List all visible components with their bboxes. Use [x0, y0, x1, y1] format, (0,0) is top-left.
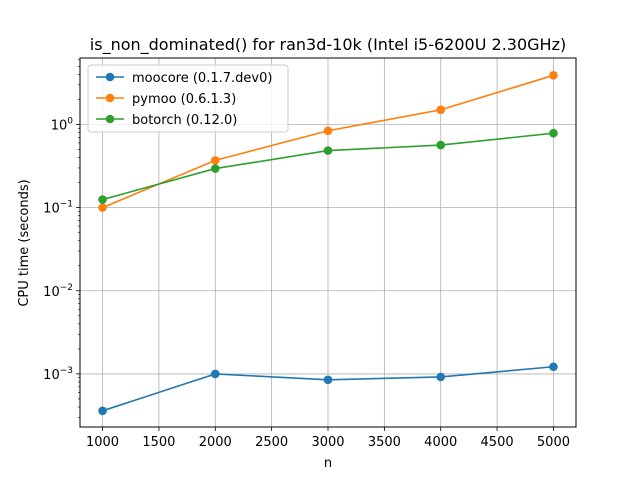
data-point: [323, 375, 333, 385]
y-axis-label: CPU time (seconds): [17, 179, 32, 306]
data-point: [98, 195, 107, 204]
legend: moocore (0.1.7.dev0) pymoo (0.6.1.3) botor…: [87, 64, 289, 133]
data-point: [210, 156, 220, 165]
data-point: [210, 369, 220, 379]
data-point: [549, 128, 558, 138]
legend-label: moocore (0.1.7.dev0): [132, 71, 272, 86]
x-tick-label: 2500: [255, 435, 288, 450]
series-2: [98, 128, 558, 204]
legend-label: pymoo (0.6.1.3): [132, 92, 236, 107]
series-layer: [98, 71, 558, 416]
data-point: [436, 140, 446, 150]
data-point: [436, 105, 446, 115]
x-tick-label: 4000: [424, 435, 457, 450]
data-point: [549, 362, 558, 372]
x-tick-label: 3000: [311, 435, 344, 450]
data-point: [98, 203, 107, 212]
data-point: [323, 126, 333, 136]
x-tick-label: 1500: [142, 435, 175, 450]
ticks: 1000 1500 2000 2500 3000 3500 4000 4500 5000 10−3…: [43, 59, 570, 450]
legend-marker: [105, 93, 115, 103]
data-point: [98, 406, 107, 416]
x-tick-label: 5000: [537, 435, 570, 450]
chart-title: is_non_dominated() for ran3d-10k (Intel …: [90, 35, 566, 55]
y-tick-label: 10−3: [43, 366, 73, 383]
series-0: [98, 362, 558, 416]
x-tick-label: 1000: [86, 435, 119, 450]
x-tick-label: 2000: [199, 435, 232, 450]
x-tick-label: 4500: [481, 435, 514, 450]
data-point: [210, 164, 220, 173]
series-1: [98, 71, 558, 212]
data-point: [549, 71, 558, 80]
legend-box: [87, 64, 289, 133]
legend-label: botorch (0.12.0): [132, 113, 237, 128]
legend-marker: [105, 72, 115, 82]
data-point: [323, 146, 333, 155]
y-tick-label: 10−2: [43, 283, 73, 300]
y-tick-label: 100: [51, 116, 74, 133]
data-point: [436, 372, 446, 382]
y-tick-label: 10−1: [43, 200, 73, 217]
legend-marker: [105, 114, 115, 124]
x-tick-label: 3500: [368, 435, 401, 450]
x-axis-label: n: [324, 456, 332, 471]
